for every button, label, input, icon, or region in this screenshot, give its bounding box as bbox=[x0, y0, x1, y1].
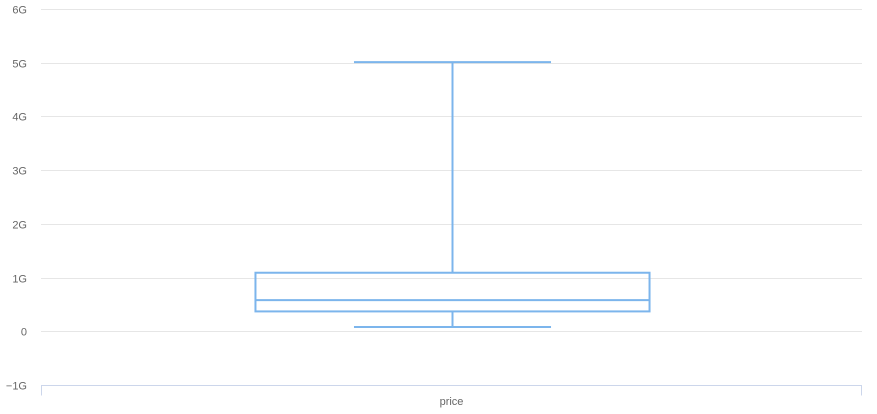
plot-area bbox=[254, 61, 651, 328]
y-tick-label: 6G bbox=[12, 5, 27, 17]
y-tick-label: 4G bbox=[12, 112, 27, 124]
y-tick-label: 3G bbox=[12, 166, 27, 178]
iqr-box bbox=[254, 271, 651, 313]
y-tick-label: 1G bbox=[12, 274, 27, 286]
y-tick-label: −1G bbox=[6, 381, 27, 393]
y-tick-label: 5G bbox=[12, 59, 27, 71]
x-tick-label: price bbox=[440, 396, 464, 408]
box-price bbox=[254, 61, 651, 328]
y-axis: −1G 0 1G 2G 3G 4G 5G 6G bbox=[6, 5, 27, 393]
y-tick-label: 2G bbox=[12, 220, 27, 232]
x-axis: price bbox=[41, 385, 862, 408]
y-tick-label: 0 bbox=[21, 327, 27, 339]
